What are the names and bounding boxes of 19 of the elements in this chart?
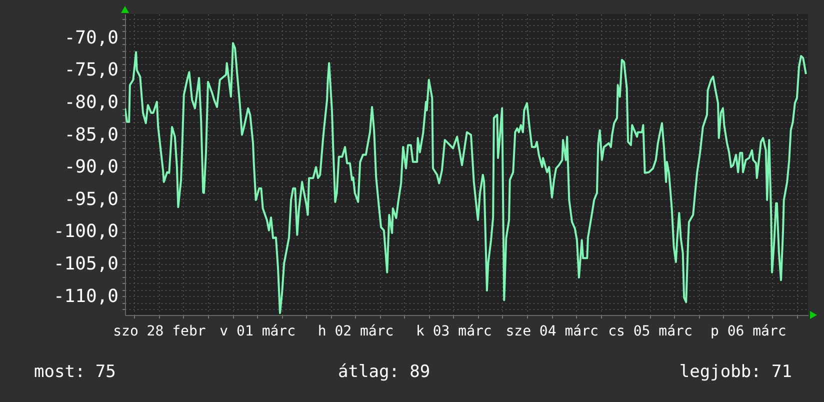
y-tick-label: -95,0 (64, 188, 118, 210)
x-tick-label: p 06 márc (710, 324, 786, 340)
y-tick-label: -80,0 (64, 92, 118, 113)
y-tick-label: -105,0 (53, 253, 118, 274)
x-tick-label: v 01 márc (220, 324, 296, 340)
y-tick-label: -90,0 (64, 156, 118, 178)
y-tick-label: -110,0 (53, 286, 118, 307)
x-tick-label: sze 04 márc (506, 324, 598, 340)
text: átlag: 89 (338, 362, 430, 382)
x-tick-label: k 03 márc (416, 324, 492, 340)
y-tick-label: -100,0 (53, 221, 118, 242)
y-tick-label: -85,0 (64, 124, 118, 146)
text: most: 75 (34, 362, 116, 382)
y-tick-label: -70,0 (64, 27, 118, 48)
text: legjobb: 71 (679, 362, 792, 382)
x-tick-label: h 02 márc (318, 324, 394, 340)
x-tick-label: szo 28 febr (113, 324, 206, 340)
x-tick-label: cs 05 márc (608, 324, 692, 340)
y-tick-label: -75,0 (64, 60, 118, 81)
